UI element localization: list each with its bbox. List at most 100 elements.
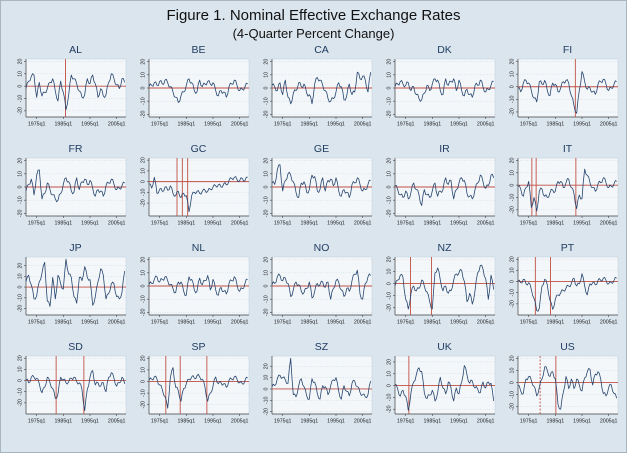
- panel-title: AL: [69, 44, 82, 56]
- plot-region: [271, 355, 372, 415]
- y-tick-label: -10: [140, 295, 146, 303]
- y-tick-label: 0: [509, 184, 515, 187]
- x-tick-label: 1985q1: [177, 122, 195, 128]
- x-tick-label: 2005q1: [230, 221, 248, 227]
- panel-plot: -20 -10 0 10 20 1975q1 1985q1 1995q1 2005q1: [386, 256, 495, 326]
- y-tick-label: 20: [140, 157, 146, 163]
- panel-FR: FR -20 -10 0 10 20 1975q1 1985q1 1995q1 2005q1: [7, 143, 130, 242]
- panel-title: SP: [191, 341, 206, 353]
- x-tick-label: 1975q1: [396, 419, 414, 425]
- x-tick-label: 1985q1: [423, 122, 441, 128]
- panel-plot: -20 -10 0 10 20 1975q1 1985q1 1995q1 2005q1: [17, 355, 126, 425]
- y-tick-label: 0: [140, 180, 146, 183]
- x-tick-label: 1995q1: [327, 419, 345, 425]
- panel-AL: AL -20 -10 0 10 20 1975q1 1985q1 1995q1 2005q1: [7, 44, 130, 143]
- x-tick-label: 1995q1: [204, 221, 222, 227]
- x-tick-label: 1995q1: [327, 221, 345, 227]
- y-tick-label: 0: [17, 379, 23, 382]
- x-tick-label: 1985q1: [546, 320, 564, 326]
- y-tick-label: 0: [17, 85, 23, 88]
- x-tick-label: 1975q1: [396, 320, 414, 326]
- x-tick-label: 2005q1: [599, 320, 617, 326]
- x-tick-label: 1985q1: [300, 122, 318, 128]
- y-tick-label: 0: [386, 185, 392, 188]
- y-tick-label: 10: [509, 267, 515, 273]
- x-tick-label: 1975q1: [519, 419, 537, 425]
- x-tick-label: 1975q1: [273, 419, 291, 425]
- plot-region: [517, 58, 618, 118]
- series-line: [25, 258, 125, 307]
- panel-title: SD: [68, 341, 83, 353]
- x-tick-label: 2005q1: [476, 320, 494, 326]
- x-tick-label: 1995q1: [573, 221, 591, 227]
- y-tick-label: 10: [140, 168, 146, 174]
- x-tick-label: 2005q1: [107, 320, 125, 326]
- figure-subtitle: (4-Quarter Percent Change): [232, 26, 395, 41]
- x-tick-label: 1995q1: [573, 419, 591, 425]
- series-line: [148, 176, 248, 213]
- y-tick-label: 10: [17, 171, 23, 177]
- series-line: [394, 264, 494, 310]
- plot-region: [517, 157, 618, 217]
- x-tick-label: 1975q1: [519, 122, 537, 128]
- x-tick-label: 1975q1: [519, 320, 537, 326]
- y-tick-label: 20: [140, 257, 146, 263]
- panel-plot: -20 -10 0 10 20 1975q1 1985q1 1995q1 2005q1: [17, 58, 126, 128]
- x-tick-label: 1985q1: [177, 320, 195, 326]
- panel-title: BE: [191, 44, 206, 56]
- x-tick-label: 1975q1: [273, 221, 291, 227]
- panel-plot: -20 -10 0 10 20 1975q1 1985q1 1995q1 2005q1: [263, 257, 372, 326]
- x-tick-label: 1985q1: [423, 221, 441, 227]
- panel-DK: DK -20 -10 0 10 20 1975q1 1985q1 1995q1 2005q1: [376, 44, 499, 143]
- y-tick-label: -10: [386, 394, 392, 402]
- x-tick-label: 1985q1: [177, 221, 195, 227]
- y-tick-label: 20: [386, 158, 392, 164]
- y-tick-label: 20: [263, 257, 269, 263]
- series-line: [148, 275, 248, 296]
- y-tick-label: 0: [140, 86, 146, 89]
- y-tick-label: -20: [509, 206, 515, 214]
- y-tick-label: 10: [386, 269, 392, 275]
- plot-region: [25, 58, 126, 118]
- x-tick-label: 1995q1: [204, 122, 222, 128]
- panel-IT: IT -20 -10 0 10 20 1975q1 1985q1 1995q1 2005q1: [499, 143, 622, 242]
- y-tick-label: 10: [386, 371, 392, 377]
- x-tick-label: 1995q1: [573, 122, 591, 128]
- x-tick-label: 2005q1: [599, 122, 617, 128]
- y-tick-label: -10: [386, 292, 392, 300]
- y-tick-label: -10: [386, 97, 392, 105]
- x-tick-label: 1975q1: [27, 320, 45, 326]
- x-tick-label: 1975q1: [150, 320, 168, 326]
- y-tick-label: 20: [386, 59, 392, 65]
- panel-title: IR: [439, 143, 450, 155]
- y-tick-label: 10: [263, 171, 269, 177]
- y-tick-label: 10: [509, 368, 515, 374]
- panel-PT: PT -20 -10 0 10 20 1975q1 1985q1 1995q1 2005q1: [499, 242, 622, 341]
- panel-plot: -20 -10 0 10 20 1975q1 1985q1 1995q1 2005q1: [140, 59, 249, 128]
- panel-IR: IR -20 -10 0 10 20 1975q1 1985q1 1995q1 2005q1: [376, 143, 499, 242]
- series-line: [394, 173, 494, 206]
- series-line: [271, 71, 371, 105]
- y-tick-label: 10: [386, 72, 392, 78]
- y-tick-label: -20: [509, 403, 515, 411]
- y-tick-label: 10: [140, 270, 146, 276]
- y-tick-label: -10: [17, 294, 23, 302]
- y-tick-label: -20: [263, 308, 269, 316]
- y-tick-label: 0: [263, 86, 269, 89]
- y-tick-label: 0: [140, 380, 146, 383]
- y-tick-label: 0: [509, 85, 515, 88]
- x-tick-label: 1975q1: [273, 122, 291, 128]
- y-tick-label: -10: [509, 289, 515, 297]
- plot-region: [148, 355, 249, 415]
- x-tick-label: 1975q1: [150, 122, 168, 128]
- panel-plot: -20 -10 0 10 20 1975q1 1985q1 1995q1 2005q1: [17, 158, 126, 227]
- panel-title: NZ: [437, 242, 452, 254]
- series-line: [517, 168, 617, 212]
- x-tick-label: 2005q1: [599, 221, 617, 227]
- x-tick-label: 1975q1: [150, 419, 168, 425]
- series-line: [25, 73, 125, 110]
- y-tick-label: -20: [140, 110, 146, 118]
- x-tick-label: 1985q1: [54, 320, 72, 326]
- panel-title: CA: [314, 44, 329, 56]
- x-tick-label: 1975q1: [519, 221, 537, 227]
